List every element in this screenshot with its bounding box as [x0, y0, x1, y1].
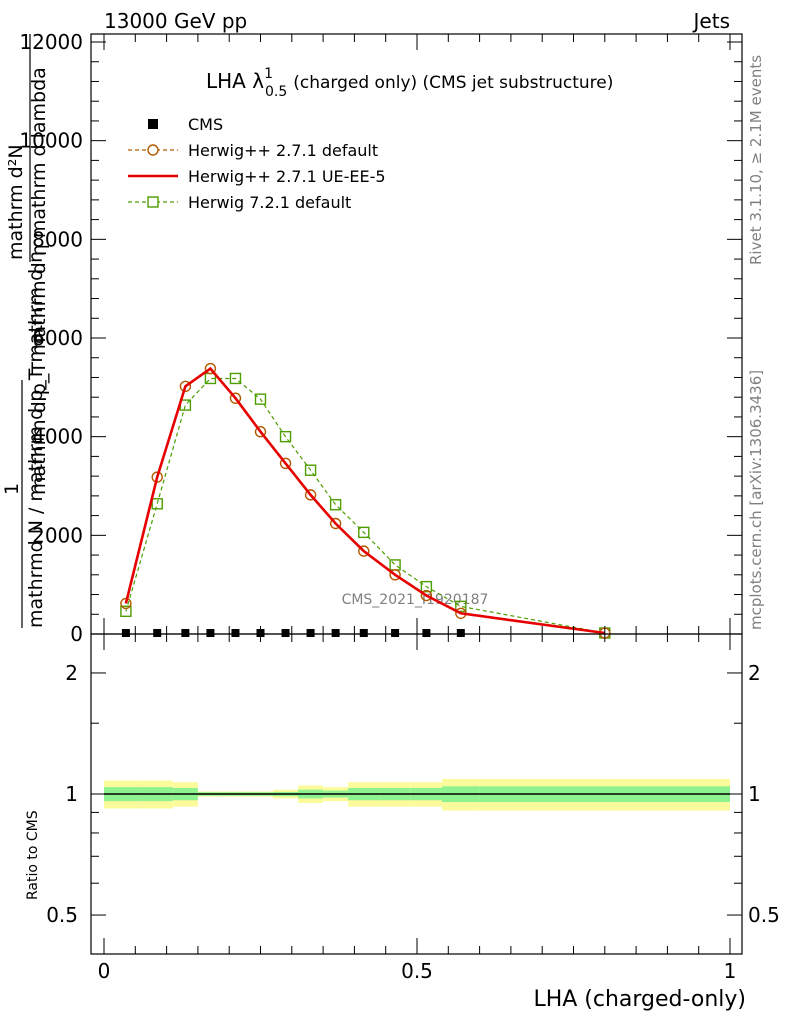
ylabel-top: mathrm d²N — [5, 144, 27, 260]
legend-label: CMS — [188, 115, 223, 134]
process-label: Jets — [692, 9, 730, 33]
series-point-data — [422, 629, 431, 638]
series-point-data — [181, 629, 190, 638]
series-point-square — [151, 498, 163, 510]
ratio-y-label: Ratio to CMS — [25, 810, 41, 900]
series-point-data — [281, 629, 290, 638]
series-point-square — [358, 526, 370, 539]
series-point-data — [331, 629, 340, 638]
legend: CMS Herwig++ 2.7.1 default Herwig++ 2.7.1 … — [128, 115, 386, 212]
series-point-circle — [304, 489, 317, 501]
main-y-tick-label: 6000 — [32, 326, 83, 350]
legend-label: Herwig 7.2.1 default — [188, 193, 351, 212]
series-point-square — [420, 580, 433, 593]
ratio-y-tick-label: 0.5 — [46, 903, 78, 927]
main-y-tick-label: 4000 — [32, 425, 83, 449]
ratio-y-tick-label-right: 1 — [748, 782, 761, 806]
legend-marker — [147, 196, 159, 208]
series-point-circle — [229, 392, 242, 404]
svg-text:LHA λ10.5(charged only) (CMS j: LHA λ1 0.5 (charged only) (CMS jet substru… — [206, 66, 613, 100]
legend-label: Herwig++ 2.7.1 UE-EE-5 — [188, 167, 386, 186]
legend-label: Herwig++ 2.7.1 default — [188, 141, 378, 160]
series-point-square — [120, 605, 132, 618]
rivet-label: Rivet 3.1.10, ≥ 2.1M events — [747, 55, 765, 265]
main-y-tick-label: 0 — [70, 622, 83, 646]
main-y-tick-label: 12000 — [19, 30, 83, 54]
series-point-circle — [329, 517, 342, 530]
series-point-data — [456, 629, 465, 638]
series-point-data — [359, 629, 368, 638]
main-y-tick-label: 2000 — [32, 523, 83, 547]
mcplots-label: mcplots.cern.ch [arXiv:1306.3436] — [747, 370, 765, 630]
ratio-y-tick-label: 2 — [65, 661, 78, 685]
ratio-y-tick-label-right: 2 — [748, 661, 761, 685]
ratio-y-axis: 0.5 0.5 1 1 2 2 — [46, 661, 780, 927]
main-y-label: mathrm d²N mathrm d p_T mathrm d η mathr… — [1, 34, 50, 628]
x-tick-label: 0.5 — [401, 959, 433, 983]
title-main: LHA λ — [206, 69, 264, 93]
series-point-square — [389, 559, 401, 571]
series-point-data — [306, 629, 315, 638]
series-point-square — [279, 430, 292, 443]
legend-marker — [148, 119, 158, 129]
series-point-square — [329, 499, 342, 511]
title-sub: 0.5 — [265, 84, 287, 100]
title-sup: 1 — [264, 66, 273, 82]
ratio-panel: 0.5 0.51 12 2 0 0.5 1 Ratio to CMS LHA (charg… — [25, 34, 780, 1012]
series-point-square — [229, 372, 242, 385]
series-point-circle — [254, 426, 267, 438]
ratio-y-tick-label: 1 — [65, 782, 78, 806]
series-line — [124, 366, 605, 635]
ylabel-mid: mathrm d p_T mathrm d η mathrm d lambda — [28, 67, 50, 495]
ratio-y-tick-label-right: 0.5 — [748, 903, 780, 927]
series-point-circle — [358, 545, 370, 557]
energy-label: 13000 GeV pp — [104, 9, 247, 33]
watermark: CMS_2021_I1920187 — [342, 592, 489, 608]
series-point-square — [304, 464, 317, 476]
x-axis: 0 0.5 1 — [98, 34, 737, 983]
ratio-bands — [104, 778, 730, 811]
main-y-tick-label: 8000 — [32, 227, 83, 251]
legend-marker — [147, 144, 159, 156]
series-point-circle — [389, 569, 401, 581]
x-axis-label: LHA (charged-only) — [533, 987, 746, 1012]
x-tick-label: 1 — [724, 959, 737, 983]
series-point-data — [153, 629, 162, 638]
plot-title: LHA λ1 0.5 (charged only) (CMS jet substru… — [206, 66, 613, 100]
series-point-data — [206, 629, 215, 638]
series-point-data — [121, 629, 130, 638]
x-tick-label: 0 — [98, 959, 111, 983]
series-point-data — [231, 629, 240, 638]
series-point-circle — [420, 589, 433, 602]
title-rest: (charged only) (CMS jet substructure) — [293, 73, 613, 93]
main-series — [120, 362, 611, 639]
series-point-square — [254, 393, 267, 405]
series-point-circle — [279, 457, 292, 470]
series-point-circle — [204, 362, 217, 375]
series-point-data — [391, 629, 400, 638]
ylabel-one: 1 — [1, 483, 23, 495]
ylabel-bottom: mathrmd N / mathrm d p_T mathrm d η — [25, 251, 47, 628]
series-point-circle — [179, 380, 192, 393]
series-point-square — [455, 600, 467, 613]
